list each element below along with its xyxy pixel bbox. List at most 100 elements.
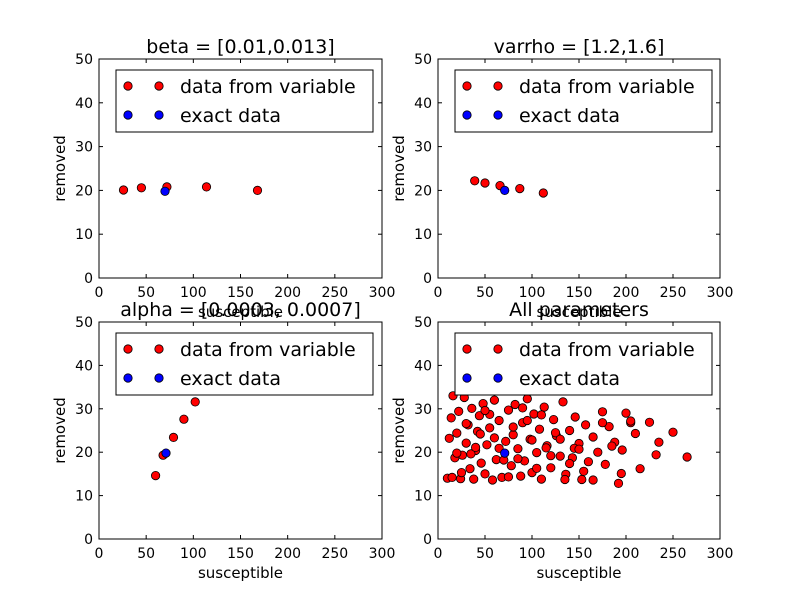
variable-data-point (588, 475, 598, 485)
variable-data-point (461, 438, 471, 448)
y-axis-label: removed (51, 135, 69, 201)
legend-marker (123, 344, 133, 354)
variable-data-point (550, 428, 561, 438)
variable-data-point (532, 447, 542, 458)
variable-data-point (465, 464, 475, 474)
exact-data-point (161, 448, 171, 458)
legend-marker (462, 110, 472, 120)
variable-data-point (444, 433, 454, 443)
variable-data-point (527, 435, 537, 445)
variable-data-point (588, 432, 598, 442)
variable-data-point (546, 463, 556, 473)
variable-data-point (564, 458, 575, 469)
x-tick-label: 200 (613, 285, 640, 301)
exact-data-point (500, 448, 510, 458)
y-tick-label: 50 (75, 315, 93, 331)
chart-panel-4: 0 50 100 150 200 250 300 0 10 20 30 40 50 data from v… (390, 299, 733, 582)
variable-data-point (503, 405, 514, 415)
variable-data-point (522, 394, 532, 404)
variable-data-point (482, 440, 492, 450)
data-points (118, 182, 263, 196)
y-tick-label: 20 (414, 445, 432, 461)
variable-data-point (461, 418, 471, 429)
legend-marker (462, 373, 472, 383)
variable-data-point (475, 429, 485, 439)
variable-data-point (621, 408, 631, 418)
y-tick-label: 30 (75, 140, 93, 156)
variable-data-point (577, 474, 587, 485)
variable-data-point (580, 420, 591, 430)
x-tick-label: 0 (95, 546, 104, 562)
chart-title: alpha = [0.0003, 0.0007] (120, 299, 361, 321)
exact-data-point (500, 185, 510, 195)
variable-data-point (503, 472, 514, 482)
variable-data-point (516, 471, 526, 481)
y-tick-label: 30 (414, 140, 432, 156)
y-tick-label: 20 (75, 445, 93, 461)
x-tick-label: 300 (707, 285, 734, 301)
legend-marker (493, 81, 503, 91)
y-tick-label: 0 (84, 532, 93, 548)
y-tick-label: 20 (414, 183, 432, 199)
chart-panel-1: 0 50 100 150 200 250 300 0 10 20 30 40 50 data from v… (51, 36, 395, 321)
variable-data-point (506, 461, 516, 471)
variable-data-point (489, 433, 499, 443)
legend-marker (462, 344, 472, 354)
x-tick-label: 100 (519, 546, 546, 562)
variable-data-point (668, 427, 678, 437)
x-tick-label: 50 (137, 546, 155, 562)
variable-data-point (635, 464, 645, 474)
y-tick-label: 40 (75, 358, 93, 374)
variable-data-point (454, 406, 464, 416)
x-tick-label: 100 (180, 285, 207, 301)
variable-data-point (201, 182, 212, 192)
y-tick-label: 10 (75, 489, 93, 505)
variable-data-point (480, 178, 490, 188)
variable-data-point (168, 432, 179, 442)
variable-data-point (467, 403, 477, 413)
x-tick-label: 150 (566, 285, 593, 301)
legend-marker (154, 110, 164, 120)
variable-data-point (487, 475, 498, 485)
y-tick-label: 0 (423, 532, 432, 548)
variable-data-point (485, 423, 495, 433)
x-tick-label: 50 (137, 285, 155, 301)
x-axis-label: susceptible (198, 303, 283, 321)
variable-data-point (616, 468, 626, 479)
x-tick-label: 250 (321, 285, 348, 301)
variable-data-point (480, 469, 490, 479)
exact-data-point (160, 186, 170, 196)
variable-data-point (536, 410, 547, 420)
variable-data-point (452, 448, 462, 458)
chart-title: varrho = [1.2,1.6] (494, 36, 665, 58)
variable-data-point (654, 437, 664, 447)
variable-data-point (476, 458, 486, 468)
chart-panel-3: 0 50 100 150 200 250 300 0 10 20 30 40 50 data from v… (51, 299, 395, 582)
variable-data-point (494, 415, 504, 426)
variable-data-point (508, 430, 518, 440)
x-tick-label: 300 (369, 546, 396, 562)
x-tick-label: 150 (227, 546, 254, 562)
y-tick-label: 10 (414, 227, 432, 243)
variable-data-point (597, 407, 608, 417)
legend: data from variable exact data (454, 69, 713, 133)
variable-data-point (536, 474, 547, 484)
x-tick-label: 0 (95, 285, 104, 301)
y-tick-label: 0 (423, 271, 432, 287)
x-tick-label: 100 (519, 285, 546, 301)
variable-data-point (489, 395, 499, 405)
variable-data-point (617, 445, 627, 455)
legend-label: data from variable (180, 76, 356, 98)
variable-data-point (510, 399, 520, 410)
variable-data-point (546, 451, 556, 461)
legend-marker (493, 110, 503, 120)
variable-data-point (452, 428, 462, 438)
y-tick-label: 0 (84, 271, 93, 287)
x-tick-label: 300 (369, 285, 396, 301)
legend-label: exact data (519, 105, 620, 127)
y-tick-label: 30 (414, 402, 432, 418)
y-tick-label: 20 (75, 183, 93, 199)
variable-data-point (456, 467, 467, 478)
x-tick-label: 200 (274, 546, 301, 562)
